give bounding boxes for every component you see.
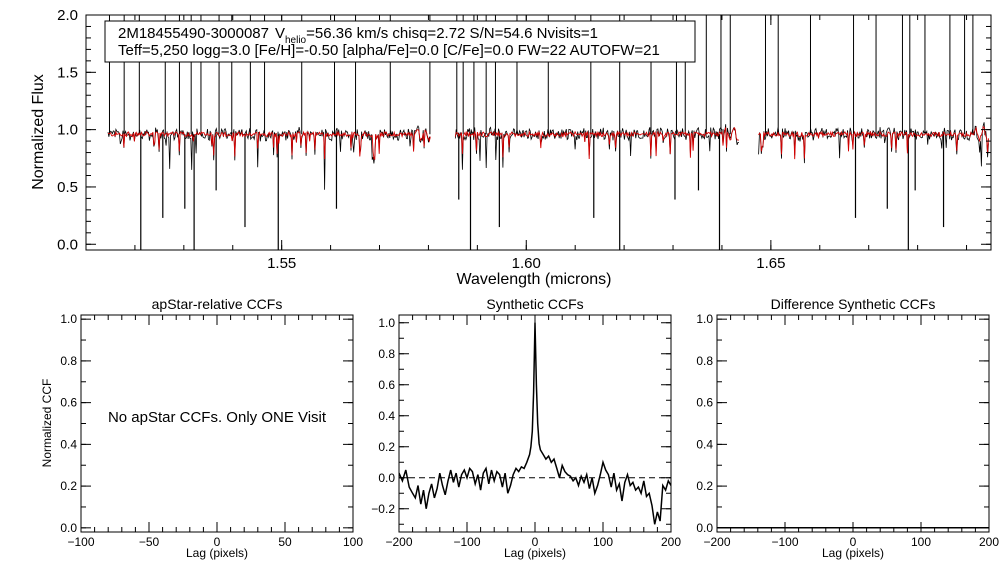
difference-ccf-x-axis-title: Lag (pixels) [822,546,884,560]
apstar-ccf-frame [80,314,354,533]
model-chip-1 [107,129,431,160]
apstar-ccf-panel: −100 −50 0 50 100 0.0 0.2 0.4 0.6 0.8 1.0 apStar-r… [40,296,363,560]
y-tick-label: 0.4 [378,409,395,423]
y-tick-label: 0.2 [378,440,395,454]
x-tick-label: 0 [850,535,857,549]
model-chip-3 [758,125,989,160]
y-tick-label: 0.8 [696,354,713,368]
difference-ccf-panel: −200 −100 0 100 200 0.0 0.2 0.4 0.6 0.8 1.0 Differ… [696,296,999,560]
y-tick-label: 0.0 [696,521,713,535]
x-tick-label: 0 [214,535,221,549]
x-tick-label: 50 [278,535,292,549]
info-v-symbol: V [275,25,285,42]
x-tick-label: 200 [661,535,681,549]
x-tick-label: 1.55 [267,255,296,272]
x-tick-label: 1.60 [512,255,541,272]
synthetic-ccf-ticks: −200 −100 0 100 200 −0.2 0.0 0.2 0.4 0.6 0.8 1.0 [371,315,681,549]
spectrum-panel: 1.55 1.60 1.65 0.0 0.5 1.0 1.5 2.0 Wavelength (… [30,7,992,288]
y-tick-label: 1.0 [60,312,77,326]
y-tick-label: 2.0 [57,7,78,24]
y-tick-label: 0.6 [696,396,713,410]
info-line-2: Teff=5,250 logg=3.0 [Fe/H]=-0.50 [alpha/… [118,42,660,59]
synthetic-ccf-x-axis-title: Lag (pixels) [504,546,566,560]
y-tick-label: 0.0 [60,521,77,535]
x-tick-label: 100 [911,535,931,549]
apstar-ccf-x-axis-title: Lag (pixels) [186,546,248,560]
info-line-1-rest: =56.36 km/s chisq=2.72 S/N=54.6 Nvisits=… [306,25,598,42]
y-tick-label: 0.0 [57,236,78,253]
y-tick-label: 0.8 [378,347,395,361]
no-ccf-note: No apStar CCFs. Only ONE Visit [108,409,327,426]
y-tick-label: −0.2 [371,502,395,516]
x-tick-label: −100 [67,535,94,549]
apstar-ccf-ticks: −100 −50 0 50 100 0.0 0.2 0.4 0.6 0.8 1.0 [60,312,363,549]
y-tick-label: 0.2 [696,479,713,493]
y-tick-label: 0.5 [57,179,78,196]
info-v-subscript: helio [285,35,307,46]
info-line-1: 2M18455490-3000087 Vhelio=56.36 km/s chis… [118,25,598,46]
spectrum-y-axis-title: Normalized Flux [30,74,47,190]
y-tick-label: 1.0 [57,122,78,139]
info-star-id: 2M18455490-3000087 [118,25,269,42]
y-tick-label: 1.0 [696,312,713,326]
y-tick-label: 1.5 [57,64,78,81]
x-tick-label: 100 [593,535,613,549]
x-tick-label: 0 [532,535,539,549]
spectrum-frame [85,14,992,251]
synthetic-ccf-panel: −200 −100 0 100 200 −0.2 0.0 0.2 0.4 0.6 0.8 1.0 Sy… [371,296,681,560]
y-tick-label: 0.8 [60,354,77,368]
x-tick-label: −200 [385,535,412,549]
synthetic-ccf-title: Synthetic CCFs [486,296,583,312]
x-tick-label: −200 [703,535,730,549]
info-box: 2M18455490-3000087 Vhelio=56.36 km/s chis… [104,20,696,63]
difference-ccf-title: Difference Synthetic CCFs [771,296,936,312]
model-chip-2 [454,126,740,160]
y-tick-label: 0.6 [378,378,395,392]
apstar-ccf-y-axis-title: Normalized CCF [40,379,54,468]
y-tick-label: 0.6 [60,396,77,410]
spectrum-x-axis-title: Wavelength (microns) [456,271,611,288]
x-tick-label: −50 [139,535,160,549]
difference-ccf-frame [716,314,990,533]
x-tick-label: 100 [343,535,363,549]
info-box-frame [104,20,696,63]
x-tick-label: 1.65 [756,255,785,272]
synthetic-ccf-frame [398,314,672,533]
y-tick-label: 0.0 [378,471,395,485]
x-tick-label: 200 [979,535,999,549]
y-tick-label: 0.4 [60,437,77,451]
apstar-ccf-title: apStar-relative CCFs [152,296,283,312]
synthetic-ccf-series [399,322,671,525]
spectrum-model-series [107,125,989,160]
y-tick-label: 0.4 [696,437,713,451]
y-tick-label: 0.2 [60,479,77,493]
x-tick-label: −100 [771,535,798,549]
x-tick-label: −100 [453,535,480,549]
y-tick-label: 1.0 [378,316,395,330]
